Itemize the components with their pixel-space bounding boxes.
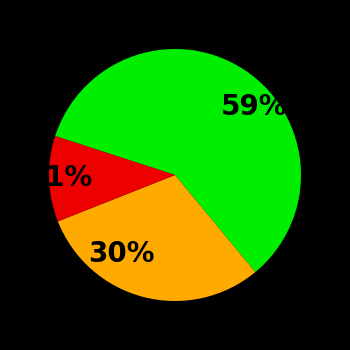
Text: 30%: 30% xyxy=(88,240,155,268)
Wedge shape xyxy=(49,136,175,222)
Text: 59%: 59% xyxy=(221,93,288,121)
Wedge shape xyxy=(55,49,301,272)
Text: 11%: 11% xyxy=(27,163,93,191)
Wedge shape xyxy=(58,175,255,301)
